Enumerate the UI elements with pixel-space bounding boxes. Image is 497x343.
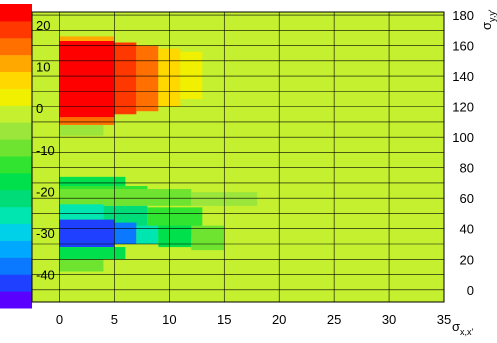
colorbar-segment: [0, 37, 32, 56]
x-axis-label: σx,x': [452, 319, 474, 337]
y-tick-label: 20: [460, 252, 474, 267]
heatmap-cell: [158, 225, 192, 248]
colorbar-segment: [0, 172, 32, 191]
colorbar-segment: [0, 122, 32, 140]
colorbar: [0, 4, 32, 309]
y-tick-label: 160: [452, 39, 474, 54]
heatmap-cell: [59, 41, 115, 118]
heatmap-cell: [114, 222, 137, 244]
colorbar-segment: [0, 240, 32, 258]
heatmap-cell: [59, 176, 126, 186]
colorbar-segment: [0, 257, 32, 275]
colorbar-tick-label: 10: [36, 59, 50, 74]
y-tick-label: 180: [452, 8, 474, 23]
y-tick-label: 120: [452, 100, 474, 115]
x-tick-label: 5: [111, 312, 118, 327]
x-tick-label: 10: [162, 312, 176, 327]
colorbar-tick-label: -10: [36, 143, 55, 158]
heatmap-cell: [59, 259, 104, 272]
colorbar-segment: [0, 88, 32, 106]
colorbar-tick-label: -20: [36, 184, 55, 199]
colorbar-segment: [0, 54, 32, 73]
colorbar-tick-label: 0: [36, 101, 43, 116]
colorbar-tick-label: -30: [36, 226, 55, 241]
heatmap-cell: [59, 124, 104, 136]
y-tick-label: 100: [452, 130, 474, 145]
y-axis-ticks: 0 20 40 60 80 100 120 140 160 180: [452, 8, 474, 298]
colorbar-ticks: 20 10 0 -10 -20 -30 -40: [36, 18, 55, 283]
x-tick-label: 25: [327, 312, 341, 327]
colorbar-segment: [0, 291, 32, 309]
colorbar-segment: [0, 189, 32, 208]
x-tick-label: 0: [56, 312, 63, 327]
heatmap-cell: [224, 103, 236, 122]
heatmap-cell: [136, 225, 159, 244]
y-tick-label: 40: [460, 222, 474, 237]
colorbar-tick-label: 20: [36, 18, 50, 33]
colorbar-segment: [0, 274, 32, 292]
x-tick-label: 15: [217, 312, 231, 327]
plot-frame: [31, 11, 445, 303]
plot-area: [31, 11, 445, 303]
y-tick-label: 80: [460, 161, 474, 176]
colorbar-tick-label: -40: [36, 268, 55, 283]
colorbar-segment: [0, 105, 32, 123]
x-axis-ticks: 0 5 10 15 20 25 30 35: [56, 312, 451, 327]
colorbar-segment: [0, 223, 32, 241]
colorbar-segment: [0, 156, 32, 174]
heatmap-cell: [191, 225, 225, 251]
colorbar-segment: [0, 139, 32, 157]
heatmap-cell: [59, 247, 126, 260]
colorbar-segment: [0, 206, 32, 225]
heatmap-cell: [114, 42, 137, 115]
x-tick-label: 35: [437, 312, 451, 327]
y-axis-label: σy,y': [479, 9, 497, 30]
heatmap-cell: [59, 117, 115, 125]
colorbar-segment: [0, 20, 32, 39]
colorbar-segment: [0, 4, 32, 22]
heatmap-cell: [180, 51, 203, 99]
heatmap-cell: [59, 189, 192, 206]
heatmap-cell: [136, 45, 159, 112]
heatmap-cell: [59, 36, 115, 41]
y-tick-label: 60: [460, 191, 474, 206]
y-tick-label: 0: [467, 283, 474, 298]
heatmap-cell: [59, 204, 104, 220]
y-tick-label: 140: [452, 69, 474, 84]
x-tick-label: 30: [382, 312, 396, 327]
x-tick-label: 20: [272, 312, 286, 327]
colorbar-segment: [0, 71, 32, 89]
heatmap-cell: [59, 219, 115, 248]
